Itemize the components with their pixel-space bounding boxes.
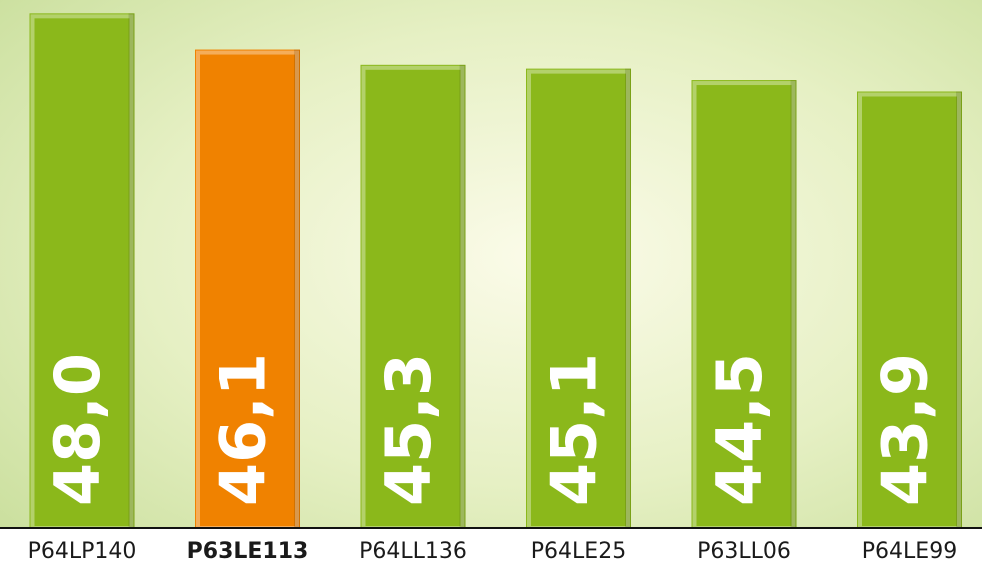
bar-shade [294,49,300,528]
label-band [0,528,982,569]
value-label: 45,3 [372,353,445,506]
bar [29,13,135,529]
value-label: 45,1 [538,353,611,506]
value-label: 43,9 [869,353,942,506]
bar-shade [625,68,631,528]
bar-shade [790,80,797,528]
x-tick-label: P64LL136 [359,539,467,564]
bar [195,49,300,528]
bar [691,80,797,528]
bar [526,68,631,528]
bar-shade [459,64,466,529]
x-tick-label: P64LE25 [531,539,626,564]
x-tick-label: P64LE99 [862,539,957,564]
bar [857,91,962,529]
value-label: 48,0 [41,353,114,506]
bar-shade [956,91,962,529]
value-label: 44,5 [703,353,776,506]
value-label: 46,1 [207,353,280,506]
bar-shade [128,13,135,529]
x-tick-label: P63LE113 [187,539,309,564]
bar [360,64,466,529]
x-tick-label: P64LP140 [28,539,137,564]
x-tick-label: P63LL06 [697,539,791,564]
